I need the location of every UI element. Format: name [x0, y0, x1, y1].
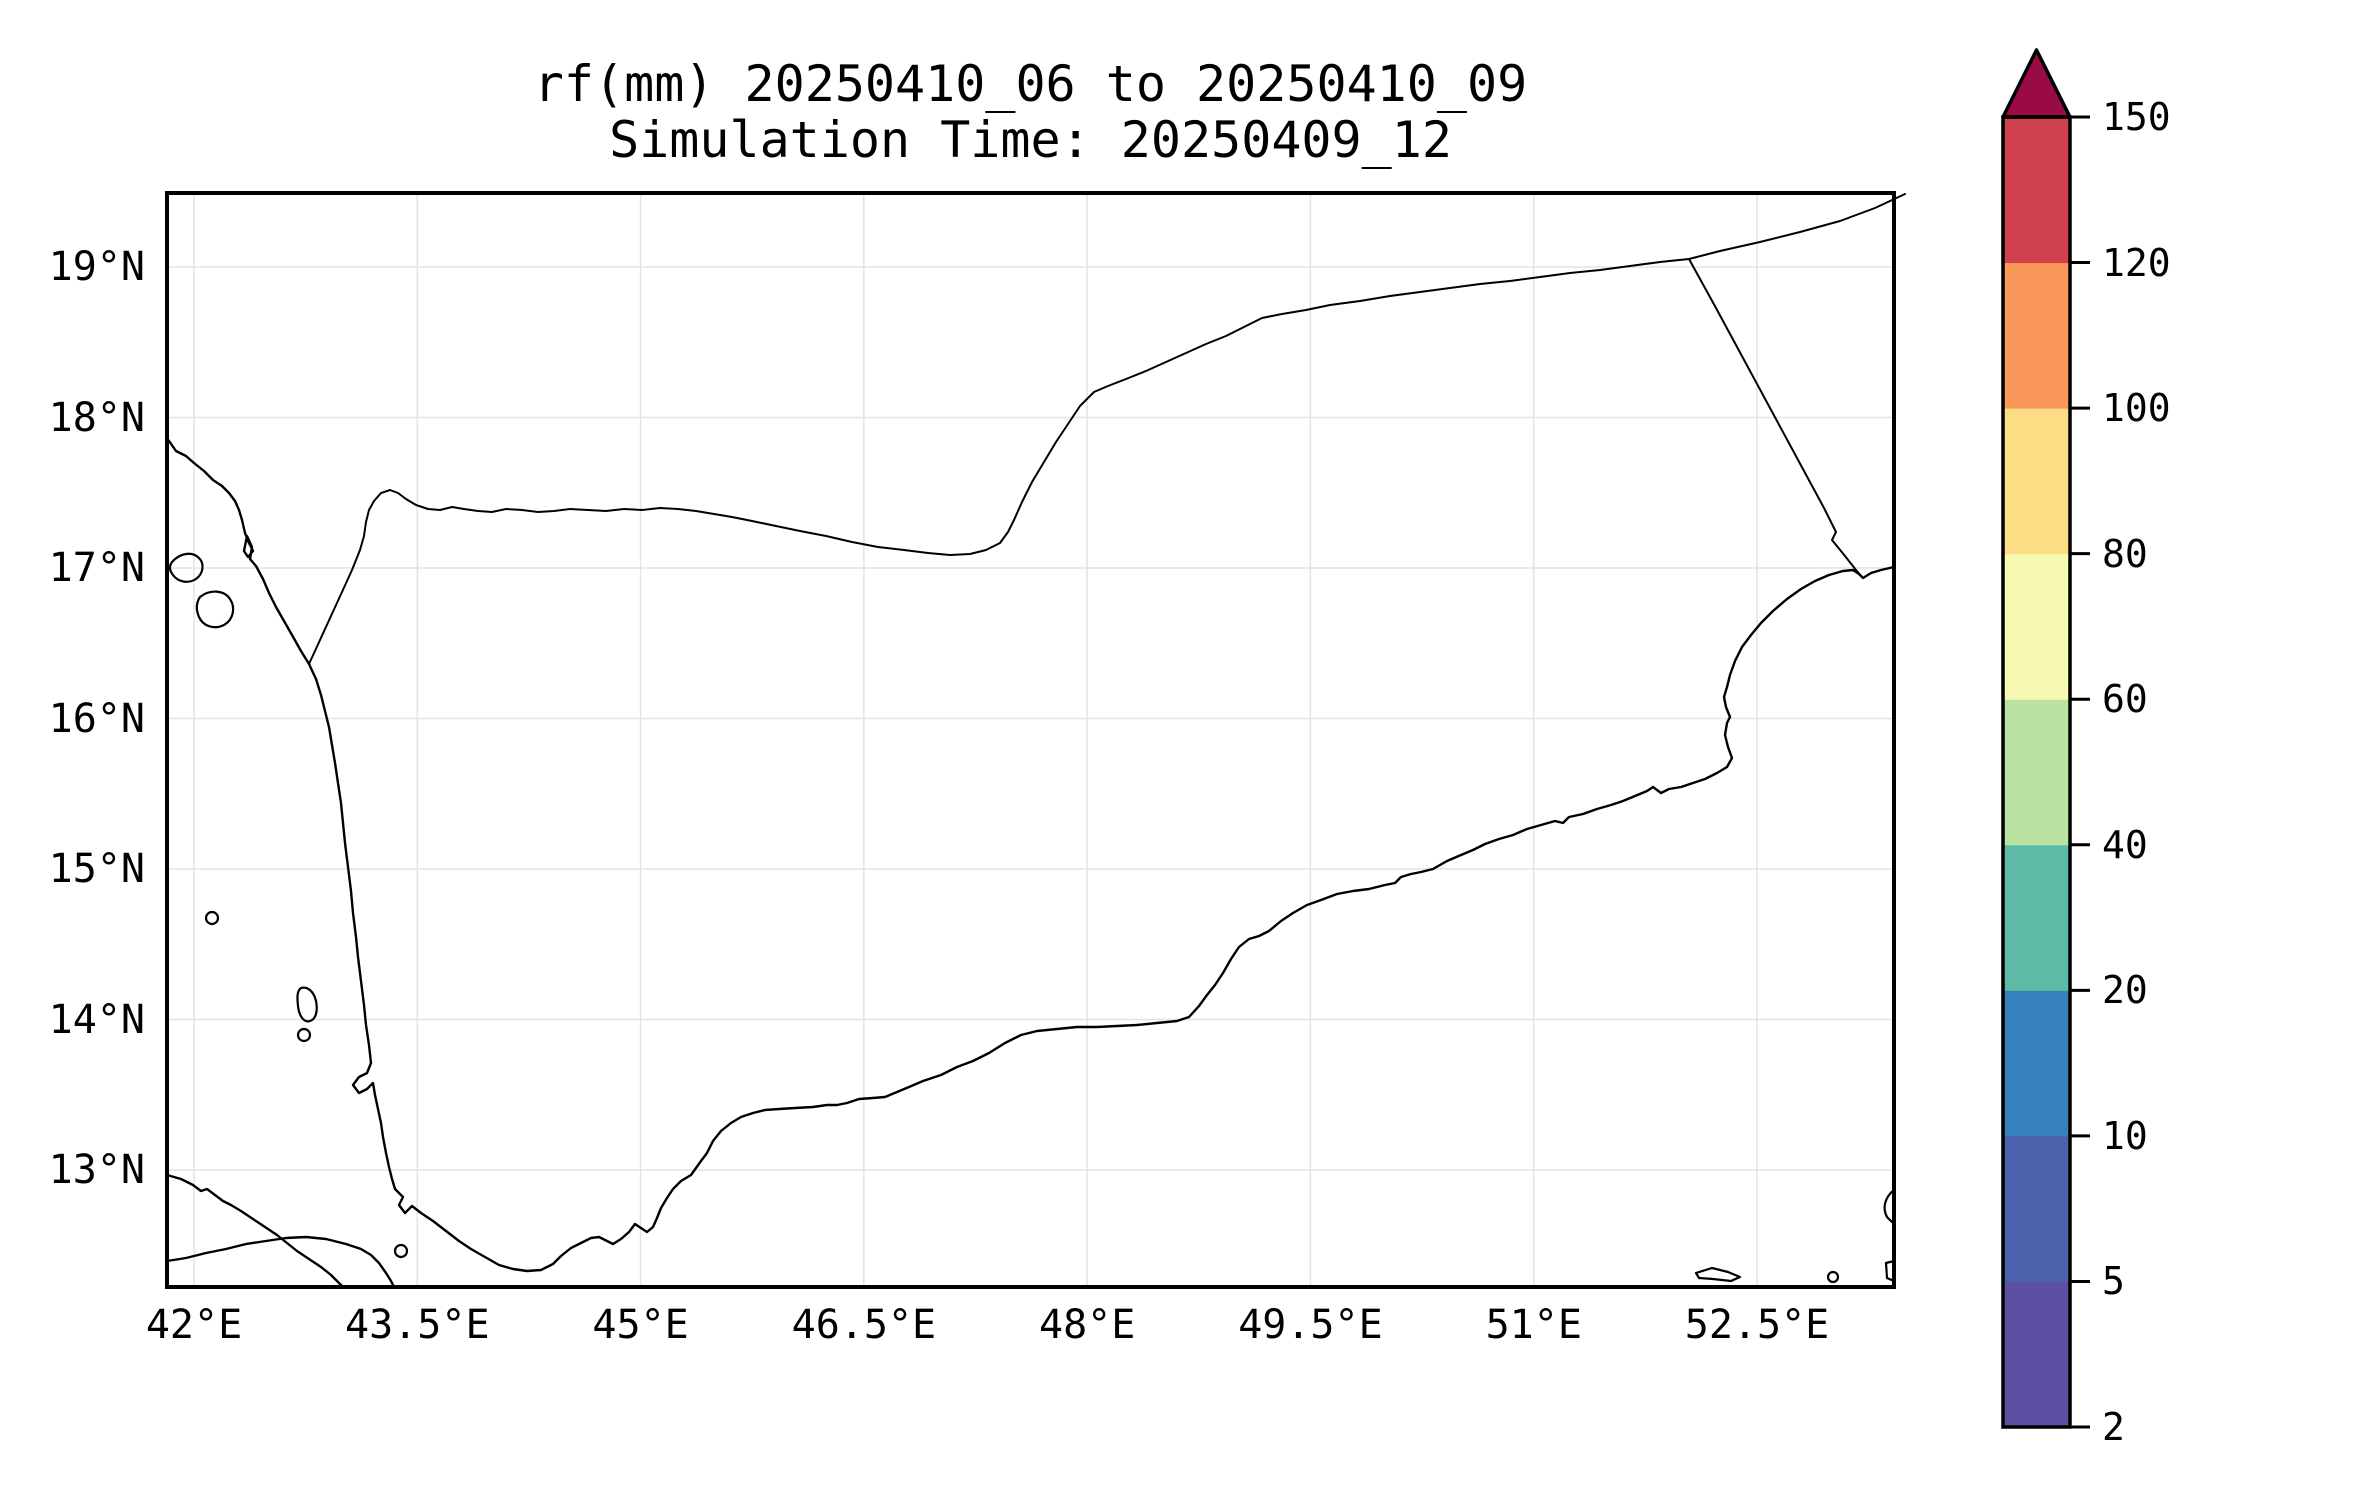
colorbar-segment: [2003, 117, 2070, 264]
tiny-island: [1826, 1270, 1840, 1284]
graticule-gridlines: [167, 193, 1894, 1287]
colorbar-over-arrow: [2001, 48, 2072, 119]
africa-coastline: [165, 1173, 345, 1289]
x-tick-label: 45°E: [592, 1302, 689, 1348]
colorbar-tick-label: 2: [2102, 1405, 2125, 1449]
colorbar-tick-label: 100: [2102, 386, 2171, 431]
y-tick-label: 13°N: [48, 1147, 145, 1193]
y-tick-label: 14°N: [48, 996, 145, 1043]
x-tick-label: 49.5°E: [1238, 1302, 1383, 1348]
perim-island: [393, 1243, 409, 1259]
saudi-yemen-border: [308, 258, 1690, 665]
coastlines: [165, 436, 1896, 1289]
oman-yemen-border: [1688, 258, 1863, 578]
x-tick-label: 42°E: [145, 1302, 243, 1348]
y-tick-label: 17°N: [48, 545, 145, 591]
colorbar-segment: [2003, 262, 2070, 409]
plot-title: rf(mm) 20250410_06 to 20250410_09: [533, 55, 1528, 113]
colorbar-tick-label: 10: [2102, 1113, 2148, 1158]
hanish-small-island: [296, 1027, 312, 1043]
colorbar-tick-label: 80: [2102, 531, 2148, 576]
colorbar-segment: [2003, 990, 2070, 1137]
colorbar: [2001, 48, 2090, 1429]
farasan-island-1: [168, 552, 204, 583]
x-tick-label: 48°E: [1038, 1302, 1136, 1348]
y-tick-label: 16°N: [48, 695, 145, 742]
arabia-coastline: [165, 436, 1896, 1273]
hanish-island: [296, 986, 318, 1023]
x-tick-label: 43.5°E: [345, 1302, 490, 1348]
map-frame: [165, 191, 1896, 1289]
country-borders: [308, 193, 1906, 665]
colorbar-outline: [2001, 115, 2072, 1429]
islands: [168, 552, 1896, 1284]
y-tick-label: 15°N: [48, 846, 145, 892]
colorbar-tick-label: 20: [2102, 968, 2148, 1013]
colorbar-segment: [2003, 1135, 2070, 1282]
colorbar-tick-label: 60: [2102, 677, 2148, 722]
colorbar-tick-label: 5: [2102, 1259, 2125, 1304]
x-tick-label: 51°E: [1485, 1302, 1582, 1348]
colorbar-segment: [2003, 408, 2070, 555]
x-tick-label: 52.5°E: [1684, 1302, 1830, 1348]
y-tick-label: 19°N: [48, 244, 145, 290]
zubair-island: [204, 910, 220, 926]
colorbar-tick-label: 150: [2102, 95, 2171, 139]
edge-hook-island: [1883, 1189, 1895, 1225]
brothers-island: [1694, 1266, 1742, 1283]
x-tick-label: 46.5°E: [791, 1302, 937, 1348]
colorbar-segment: [2003, 699, 2070, 846]
colorbar-tick-label: 120: [2102, 240, 2171, 285]
colorbar-segment: [2003, 553, 2070, 700]
plot-subtitle: Simulation Time: 20250409_12: [609, 111, 1452, 169]
y-tick-label: 18°N: [48, 394, 145, 441]
saudi-oman-border: [1688, 193, 1906, 260]
djibouti-coastline: [165, 1235, 396, 1289]
colorbar-tick-label: 40: [2102, 822, 2148, 867]
colorbar-segment: [2003, 1281, 2070, 1428]
colorbar-segment: [2003, 844, 2070, 991]
farasan-island-2: [195, 590, 235, 629]
